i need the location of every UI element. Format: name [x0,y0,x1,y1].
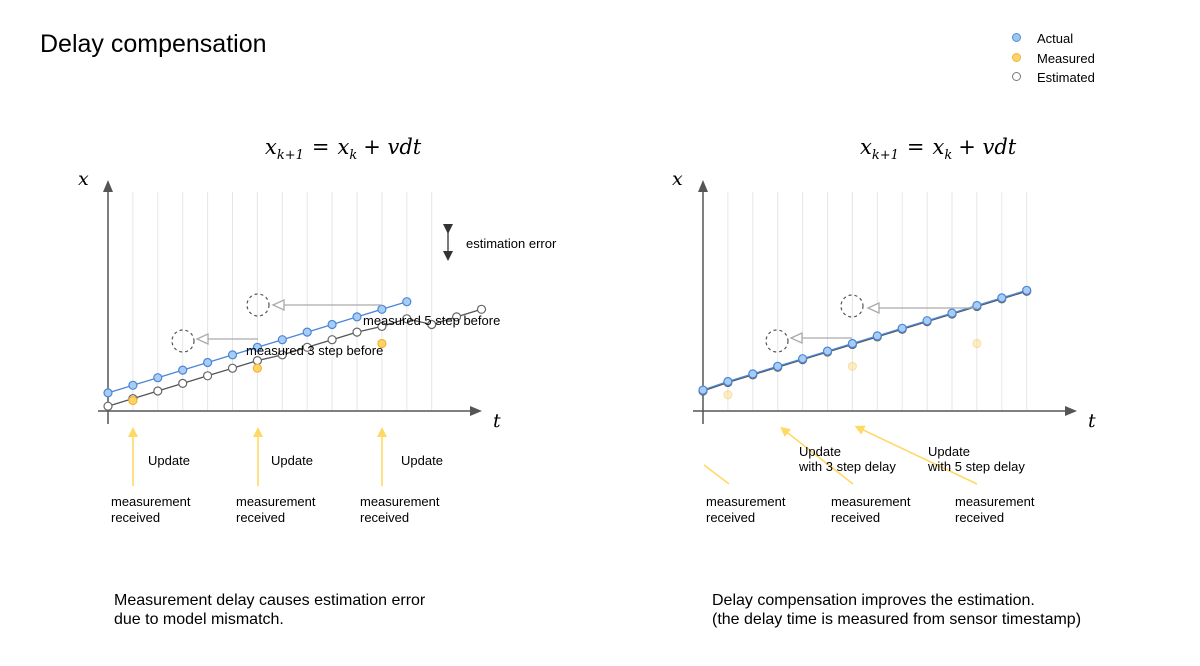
right-actual-point [847,338,858,349]
right-actual-point [822,346,833,356]
right-y-axis-label: x [672,168,683,190]
left-estimated-point [277,350,287,360]
left-actual-point [402,297,412,307]
left-estimated-point [227,363,238,373]
left-estimated-point [178,378,188,388]
left-actual-point [153,373,163,383]
left-estimated-point [302,342,312,352]
right-received-label-3: measurement received [955,494,1035,525]
right-actual-point [797,354,808,364]
left-delay-highlight-5 [246,293,270,317]
left-actual-point [302,327,312,337]
left-estimated-point [452,312,462,322]
left-actual-point [252,342,262,352]
left-delay-arrowhead-3 [195,332,209,346]
right-actual-point [723,376,733,387]
page-title: Delay compensation [40,30,267,58]
left-caption-line-2: due to model mismatch. [114,611,284,628]
left-estimated-point [103,401,113,411]
right-delay-highlight-3 [765,329,789,353]
right-received-label-2: measurement received [831,494,911,525]
left-estimated-point [476,304,487,314]
left-estimated-point [203,371,213,381]
right-measured-point [847,361,858,371]
right-delay-highlight-5 [840,294,864,318]
legend-label-estimated: Estimated [1037,70,1095,85]
left-formula: xk+1 = xk + vdt [265,135,422,163]
left-received-label-3: measurement received [360,494,440,525]
right-actual-point [897,323,907,333]
left-actual-point [277,335,287,345]
left-estimated-point [327,335,337,345]
right-actual-point [1022,285,1032,295]
right-delay-arrowhead-5 [866,301,880,315]
left-caption-line-1: Measurement delay causes estimation erro… [114,592,426,609]
left-estimated-point [377,321,387,331]
right-delay-arrowhead-3 [789,331,803,345]
right-panel: xk+1 = xk + vdt x t Update with 3 step delay… [672,135,1096,525]
right-caption-line-1: Delay compensation improves the estimati… [712,592,1035,609]
left-estimated-line [107,308,482,407]
right-measured-point [972,338,982,349]
measured-5-label: measured 5 step before [363,313,500,328]
left-measured-point [128,395,138,406]
legend-label-measured: Measured [1037,50,1095,66]
left-panel: xk+1 = xk + vdt x t estimation error measur… [78,135,557,525]
estimation-error-label: estimation error [466,236,557,251]
left-actual-point [227,350,238,360]
left-actual-point [327,319,337,330]
right-update-arrow-0 [703,464,730,485]
left-delay-highlight-3 [171,329,195,353]
right-update-arrow-1 [780,426,854,485]
right-formula: xk+1 = xk + vdt [860,135,1017,163]
right-caption: Delay compensation improves the estimati… [712,591,1081,629]
right-x-axis-label: t [1088,410,1096,432]
right-actual-point [773,361,783,371]
right-actual-point [922,316,932,326]
left-update-label-1: Update [148,453,190,468]
left-y-axis-label: x [78,168,89,190]
left-actual-point [203,357,213,368]
left-actual-point [178,365,188,375]
left-delay-arrowhead-5 [271,298,285,312]
right-update-arrow-2 [854,425,978,485]
left-caption: Measurement delay causes estimation erro… [114,591,425,629]
left-x-axis-label: t [493,410,501,432]
right-actual-point [748,369,758,379]
right-actual-point [997,293,1007,303]
right-series [698,285,1032,400]
measured-marker-icon [1012,52,1021,62]
left-actual-point [103,388,113,398]
right-update-label-2: Update with 5 step delay [927,444,1025,474]
left-estimated-point [427,319,437,330]
legend-label-actual: Actual [1037,31,1074,46]
right-actual-point [872,331,882,341]
right-received-label-1: measurement received [706,494,786,525]
left-actual-point [128,380,138,390]
measured-3-label: measured 3 step before [246,343,383,358]
right-caption-line-2: (the delay time is measured from sensor … [712,611,1082,628]
right-actual-point [947,308,957,318]
right-measured-point [723,390,733,400]
right-grid [727,192,1028,410]
left-measured-point [252,363,262,373]
left-series [103,297,487,411]
left-received-label-2: measurement received [236,494,316,525]
left-update-label-2: Update [271,453,313,468]
left-estimated-point [352,327,362,337]
right-actual-point [698,385,708,395]
left-update-label-3: Update [401,453,443,468]
left-received-label-1: measurement received [111,494,191,525]
left-measured-point [377,338,387,349]
right-update-label-1: Update with 3 step delay [798,444,896,474]
actual-marker-icon [1012,33,1021,42]
estimated-marker-icon [1012,72,1021,81]
left-estimated-point [153,386,163,396]
left-estimated-point [402,314,412,324]
left-actual-point [352,312,362,322]
